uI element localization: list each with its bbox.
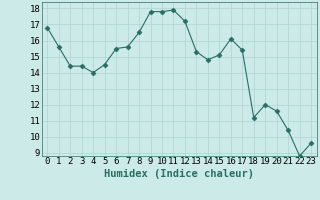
X-axis label: Humidex (Indice chaleur): Humidex (Indice chaleur) bbox=[104, 169, 254, 179]
